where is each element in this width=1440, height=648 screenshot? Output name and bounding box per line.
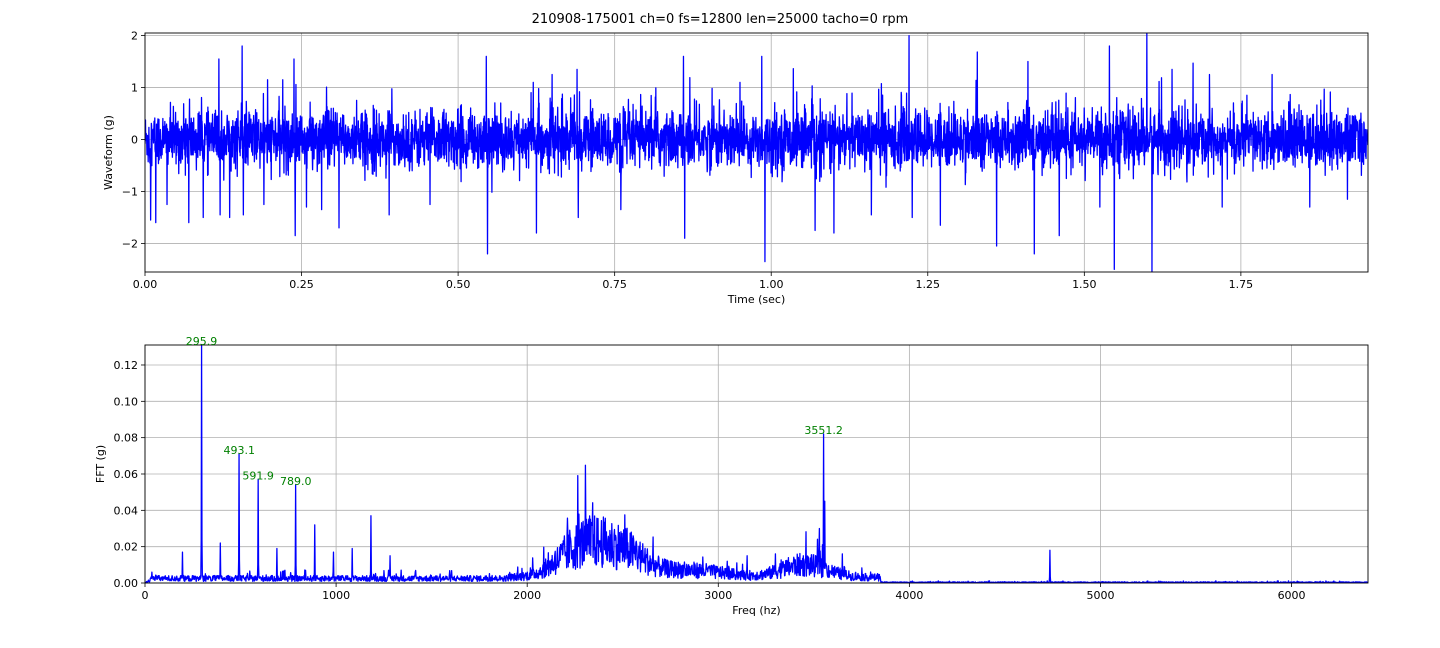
fft-ytick-label: 0.12 bbox=[114, 359, 139, 372]
fft-xlabel: Freq (hz) bbox=[732, 604, 780, 617]
fft-ytick-label: 0.00 bbox=[114, 577, 139, 590]
fft-series-line bbox=[145, 345, 1368, 583]
waveform-panel: 0.00 0.25 0.50 0.75 1.00 1.25 1.50 1.75 −2 −1 0 1 2 T… bbox=[102, 30, 1369, 306]
fft-peak-label: 295.9 bbox=[186, 335, 218, 348]
waveform-ytick-label: 2 bbox=[131, 30, 138, 43]
fft-xtick-label: 2000 bbox=[513, 589, 541, 602]
fft-ytick-label: 0.10 bbox=[114, 395, 139, 408]
waveform-ytick-label: 1 bbox=[131, 82, 138, 95]
fft-xtick-label: 3000 bbox=[704, 589, 732, 602]
fft-ytick-label: 0.08 bbox=[114, 432, 139, 445]
waveform-xlabel: Time (sec) bbox=[727, 293, 786, 306]
fft-peak-label: 493.1 bbox=[223, 444, 255, 457]
waveform-series-line bbox=[145, 33, 1368, 272]
waveform-ytick-label: −2 bbox=[122, 237, 138, 250]
waveform-axes-frame bbox=[144, 32, 1369, 273]
fft-axes-frame bbox=[144, 344, 1369, 584]
fft-ylabel: FFT (g) bbox=[94, 445, 107, 483]
fft-ytick-label: 0.02 bbox=[114, 541, 139, 554]
fft-xtick-label: 5000 bbox=[1086, 589, 1114, 602]
waveform-xtick-label: 0.50 bbox=[446, 278, 471, 291]
fft-ytick-label: 0.04 bbox=[114, 504, 139, 517]
fft-peak-label: 591.9 bbox=[242, 469, 274, 482]
waveform-ytick-label: −1 bbox=[122, 185, 138, 198]
waveform-ytick-label: 0 bbox=[131, 134, 138, 147]
waveform-xtick-label: 1.50 bbox=[1072, 278, 1097, 291]
figure-title: 210908-175001 ch=0 fs=12800 len=25000 ta… bbox=[532, 12, 909, 27]
waveform-ylabel: Waveform (g) bbox=[102, 115, 115, 190]
waveform-xtick-label: 1.25 bbox=[916, 278, 941, 291]
fft-peak-label: 789.0 bbox=[280, 475, 312, 488]
waveform-xtick-label: 1.75 bbox=[1229, 278, 1254, 291]
fft-xtick-label: 0 bbox=[142, 589, 149, 602]
fft-xtick-label: 1000 bbox=[322, 589, 350, 602]
fft-xtick-label: 4000 bbox=[895, 589, 923, 602]
fft-xtick-label: 6000 bbox=[1278, 589, 1306, 602]
waveform-xtick-label: 1.00 bbox=[759, 278, 784, 291]
fft-peak-label: 3551.2 bbox=[804, 424, 843, 437]
waveform-xtick-label: 0.75 bbox=[602, 278, 627, 291]
waveform-xtick-label: 0.25 bbox=[289, 278, 314, 291]
waveform-xtick-label: 0.00 bbox=[133, 278, 158, 291]
fft-panel: 0 1000 2000 3000 4000 5000 6000 0.00 0.02 0.04 0.0… bbox=[94, 335, 1369, 617]
fft-ytick-label: 0.06 bbox=[114, 468, 139, 481]
